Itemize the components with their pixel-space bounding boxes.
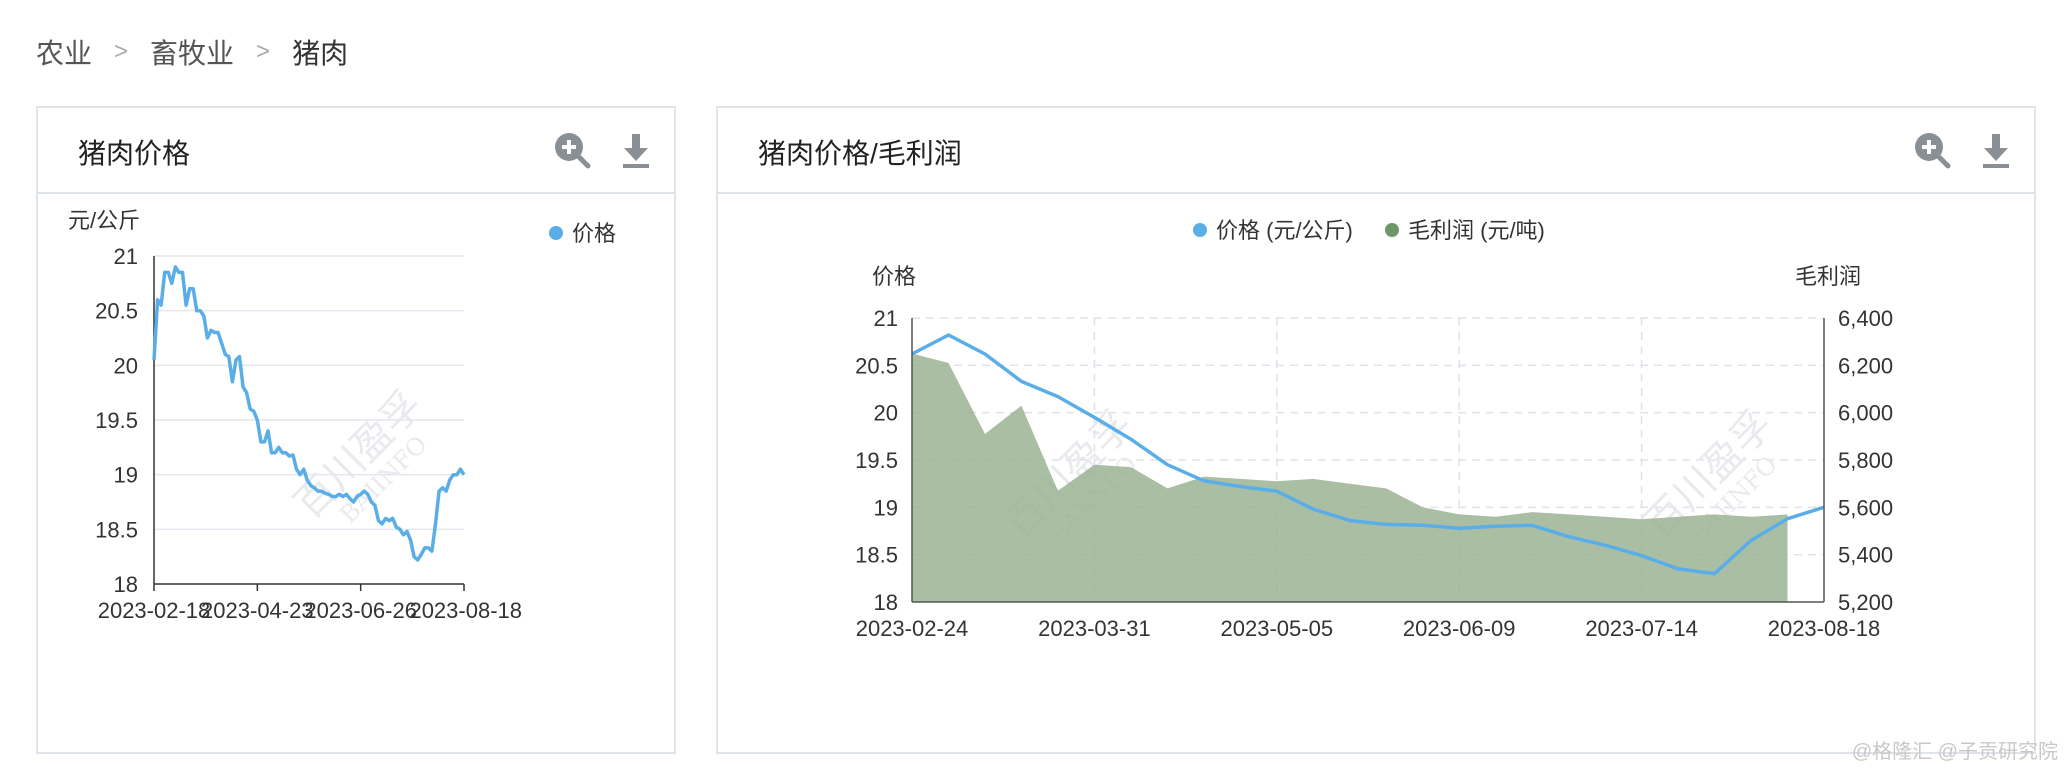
price-series-line (911, 333, 1825, 576)
margin-series-area (912, 353, 1788, 602)
card-title: 猪肉价格 (78, 138, 191, 169)
zoom-in-icon[interactable] (1912, 130, 1952, 170)
pork-price-card: 猪肉价格 百川盈孚 BAIINFO 元/公斤价格 21 20.5 20 19.5 19 18.5… (36, 106, 676, 754)
x-tick-label: 2023-02-24 (856, 616, 969, 641)
y-left-tick-label: 19 (874, 495, 898, 520)
breadcrumb-item-pork: 猪肉 (292, 38, 349, 69)
y-right-axis-label: 毛利润 (1795, 264, 1861, 289)
y-right-tick-label: 6,400 (1838, 306, 1893, 331)
breadcrumb: 农业 > 畜牧业 > 猪肉 (36, 30, 348, 74)
pork-price-chart: 百川盈孚BAIINFO元/公斤价格2120.52019.51918.518202… (68, 208, 616, 623)
x-tick-label: 2023-02-18 (98, 598, 211, 623)
y-left-tick-label: 18.5 (855, 543, 898, 568)
breadcrumb-separator: > (114, 38, 129, 65)
x-tick-label: 2023-06-26 (304, 598, 417, 623)
y-tick-label: 20 (114, 353, 138, 378)
y-axis-label: 元/公斤 (68, 208, 140, 233)
legend-marker (1193, 223, 1207, 237)
price-series-line (152, 265, 466, 562)
y-left-tick-label: 19.5 (855, 448, 898, 473)
x-tick-label: 2023-08-18 (409, 598, 522, 623)
card-header: 猪肉价格/毛利润 (718, 108, 2034, 194)
breadcrumb-item-livestock[interactable]: 畜牧业 (150, 38, 235, 69)
card-header: 猪肉价格 (38, 108, 674, 194)
card-title: 猪肉价格/毛利润 (758, 138, 962, 169)
x-tick-label: 2023-08-18 (1768, 616, 1881, 641)
legend-label: 价格 (572, 221, 616, 246)
legend-label: 价格 (元/公斤) (1216, 218, 1353, 243)
y-left-tick-label: 21 (874, 306, 898, 331)
zoom-in-icon[interactable] (552, 130, 592, 170)
y-tick-label: 19.5 (95, 408, 138, 433)
download-icon[interactable] (616, 130, 656, 170)
y-right-tick-label: 5,600 (1838, 495, 1893, 520)
x-tick-label: 2023-03-31 (1038, 616, 1151, 641)
y-right-tick-label: 5,400 (1838, 543, 1893, 568)
y-right-tick-label: 6,000 (1838, 401, 1893, 426)
legend-marker (549, 226, 563, 240)
y-tick-label: 18 (114, 572, 138, 597)
y-left-tick-label: 20.5 (855, 353, 898, 378)
breadcrumb-item-agriculture[interactable]: 农业 (36, 38, 93, 69)
footer-watermark: @格隆汇 @子贡研究院 (1851, 741, 2058, 763)
y-right-tick-label: 5,800 (1838, 448, 1893, 473)
y-right-tick-label: 5,200 (1838, 590, 1893, 615)
download-icon[interactable] (1976, 130, 2016, 170)
x-tick-label: 2023-05-05 (1221, 616, 1334, 641)
y-tick-label: 21 (114, 244, 138, 269)
y-tick-label: 20.5 (95, 299, 138, 324)
breadcrumb-separator: > (256, 38, 271, 65)
x-tick-label: 2023-04-23 (201, 598, 314, 623)
y-left-axis-label: 价格 (872, 264, 916, 289)
legend-label: 毛利润 (元/吨) (1408, 218, 1545, 243)
x-tick-label: 2023-06-09 (1403, 616, 1516, 641)
y-tick-label: 18.5 (95, 517, 138, 542)
legend-marker (1385, 223, 1399, 237)
pork-price-margin-chart: 价格 (元/公斤) 毛利润 (元/吨) 价格 毛利润 21 20.5 20 19.5 19 18.… (855, 218, 1893, 641)
y-tick-label: 19 (114, 463, 138, 488)
y-right-tick-label: 6,200 (1838, 353, 1893, 378)
pork-price-margin-card: 猪肉价格/毛利润 价格 (元/公斤) 毛利润 (元/吨) 价格 毛利润 21 20.5 20… (716, 106, 2036, 754)
y-left-tick-label: 20 (874, 401, 898, 426)
x-tick-label: 2023-07-14 (1585, 616, 1698, 641)
y-left-tick-label: 18 (874, 590, 898, 615)
